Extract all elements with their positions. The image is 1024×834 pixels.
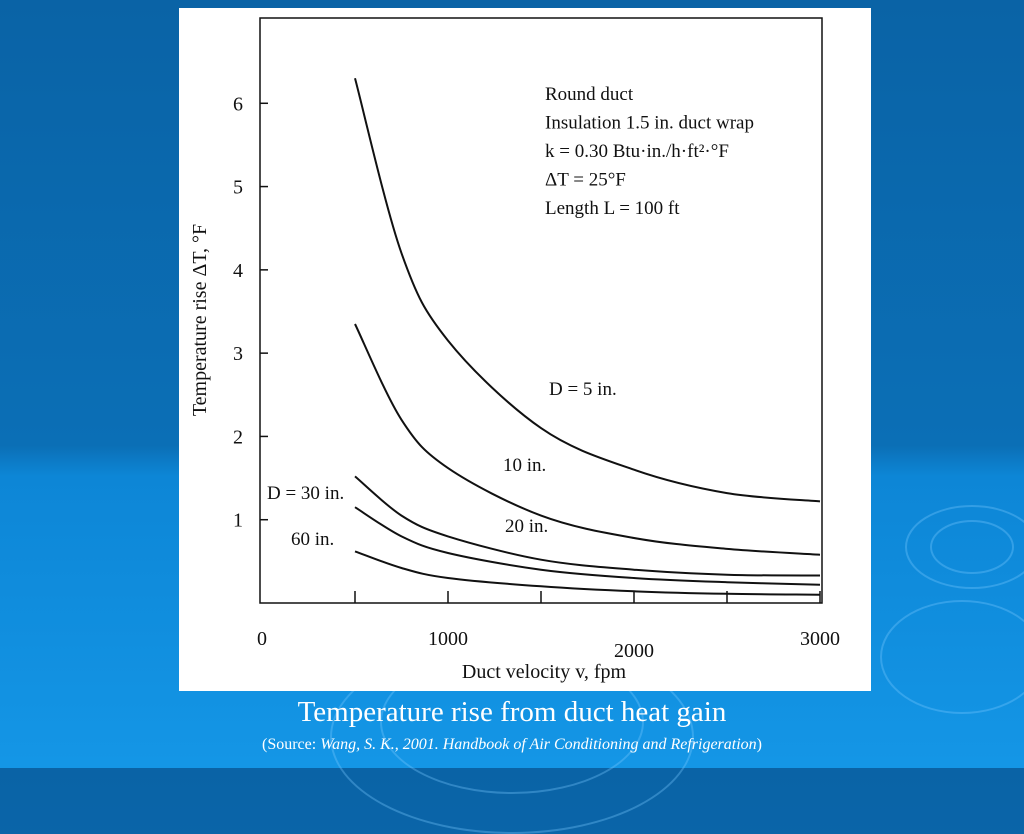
source-reference: Wang, S. K., 2001. Handbook of Air Condi… [320,736,757,753]
source-suffix: ) [756,736,762,753]
y-tick-label: 3 [233,343,243,365]
x-tick-label: 2000 [614,640,654,662]
x-axis-label: Duct velocity v, fpm [462,661,627,683]
x-tick-label: 3000 [800,628,840,650]
y-tick-label: 6 [233,93,243,115]
x-tick-label: 0 [257,628,267,650]
water-ripple-decoration [905,505,1024,589]
series-label: 10 in. [503,455,546,476]
annotation-line: Insulation 1.5 in. duct wrap [545,113,754,134]
series-label: D = 30 in. [267,483,344,504]
annotation-line: Round duct [545,84,634,105]
series-label: 20 in. [505,516,548,537]
series-line [354,550,821,596]
temperature-rise-chart: 1 2 3 4 5 6 0 1000 2000 3000 Round duct Insulation… [189,17,840,683]
water-ripple-decoration [880,600,1024,714]
y-tick-label: 2 [233,426,243,448]
series-label: 60 in. [291,529,334,550]
source-citation: (Source: Wang, S. K., 2001. Handbook of … [0,735,1024,755]
y-tick-label: 4 [233,260,243,282]
y-tick-label: 5 [233,177,243,199]
slide-caption: Temperature rise from duct heat gain [297,696,727,728]
series-line [354,78,821,503]
series-line [354,506,821,586]
y-axis-label: Temperature rise ΔT, °F [189,224,211,416]
annotation-line: ΔT = 25°F [545,170,626,191]
annotation-line: Length L = 100 ft [545,198,680,219]
x-tick-label: 1000 [428,628,468,650]
chart-panel: 1 2 3 4 5 6 0 1000 2000 3000 Round duct Insulation… [179,8,871,691]
source-prefix: (Source: [262,736,321,753]
series-label: D = 5 in. [549,379,617,400]
annotation-line: k = 0.30 Btu·in./h·ft²·°F [545,141,729,162]
y-tick-label: 1 [233,510,243,532]
chart-annotation: Round duct Insulation 1.5 in. duct wrap k … [545,84,754,219]
series-line [354,323,821,556]
series-line [354,475,821,577]
